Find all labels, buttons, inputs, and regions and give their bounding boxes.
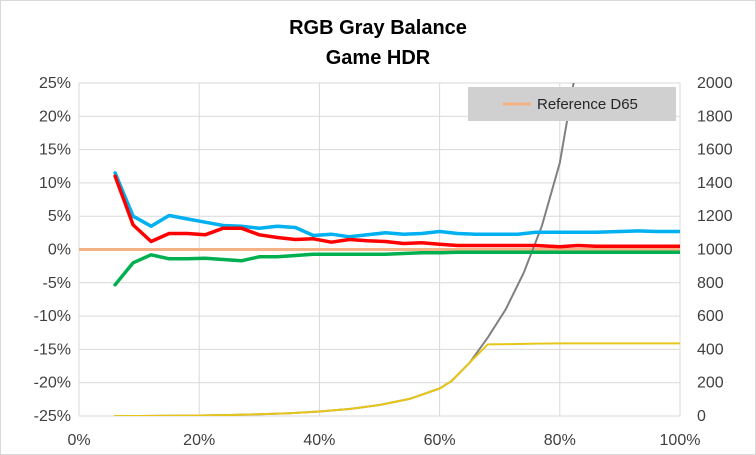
y2-tick-label: 800 (697, 275, 724, 292)
y2-tick-label: 600 (697, 308, 724, 325)
chart-subtitle: Game HDR (326, 47, 431, 69)
y2-tick-label: 1600 (697, 142, 733, 159)
series-line (113, 171, 680, 239)
series-line (114, 342, 680, 416)
y-tick-label: -15% (34, 341, 71, 358)
x-tick-label: 60% (424, 432, 456, 449)
chart-title: RGB Gray Balance (289, 17, 467, 39)
x-tick-label: 0% (67, 432, 90, 449)
y2-tick-label: 1200 (697, 208, 733, 225)
x-tick-label: 80% (544, 432, 576, 449)
series-line (113, 250, 680, 287)
y2-tick-label: 0 (697, 408, 706, 425)
series-lines (79, 83, 680, 416)
y2-tick-label: 2000 (697, 75, 733, 92)
y2-tick-label: 1400 (697, 175, 733, 192)
legend-label: Reference D65 (537, 96, 638, 113)
y-tick-label: 15% (39, 142, 71, 159)
y2-tick-label: 400 (697, 341, 724, 358)
y-tick-label: 0% (48, 242, 71, 259)
y-tick-label: 5% (48, 208, 71, 225)
y2-tick-label: 200 (697, 375, 724, 392)
y-tick-label: -20% (34, 375, 71, 392)
y-tick-label: -10% (34, 308, 71, 325)
y2-tick-label: 1000 (697, 242, 733, 259)
legend-box (468, 87, 676, 121)
y-tick-label: -5% (43, 275, 71, 292)
series-line (113, 174, 680, 249)
y-tick-label: 10% (39, 175, 71, 192)
y2-tick-label: 1800 (697, 108, 733, 125)
y-tick-label: 20% (39, 108, 71, 125)
x-tick-label: 20% (183, 432, 215, 449)
y-tick-label: 25% (39, 75, 71, 92)
legend: Reference D65 (468, 87, 676, 121)
y-tick-label: -25% (34, 408, 71, 425)
x-tick-label: 100% (660, 432, 701, 449)
x-tick-label: 40% (303, 432, 335, 449)
